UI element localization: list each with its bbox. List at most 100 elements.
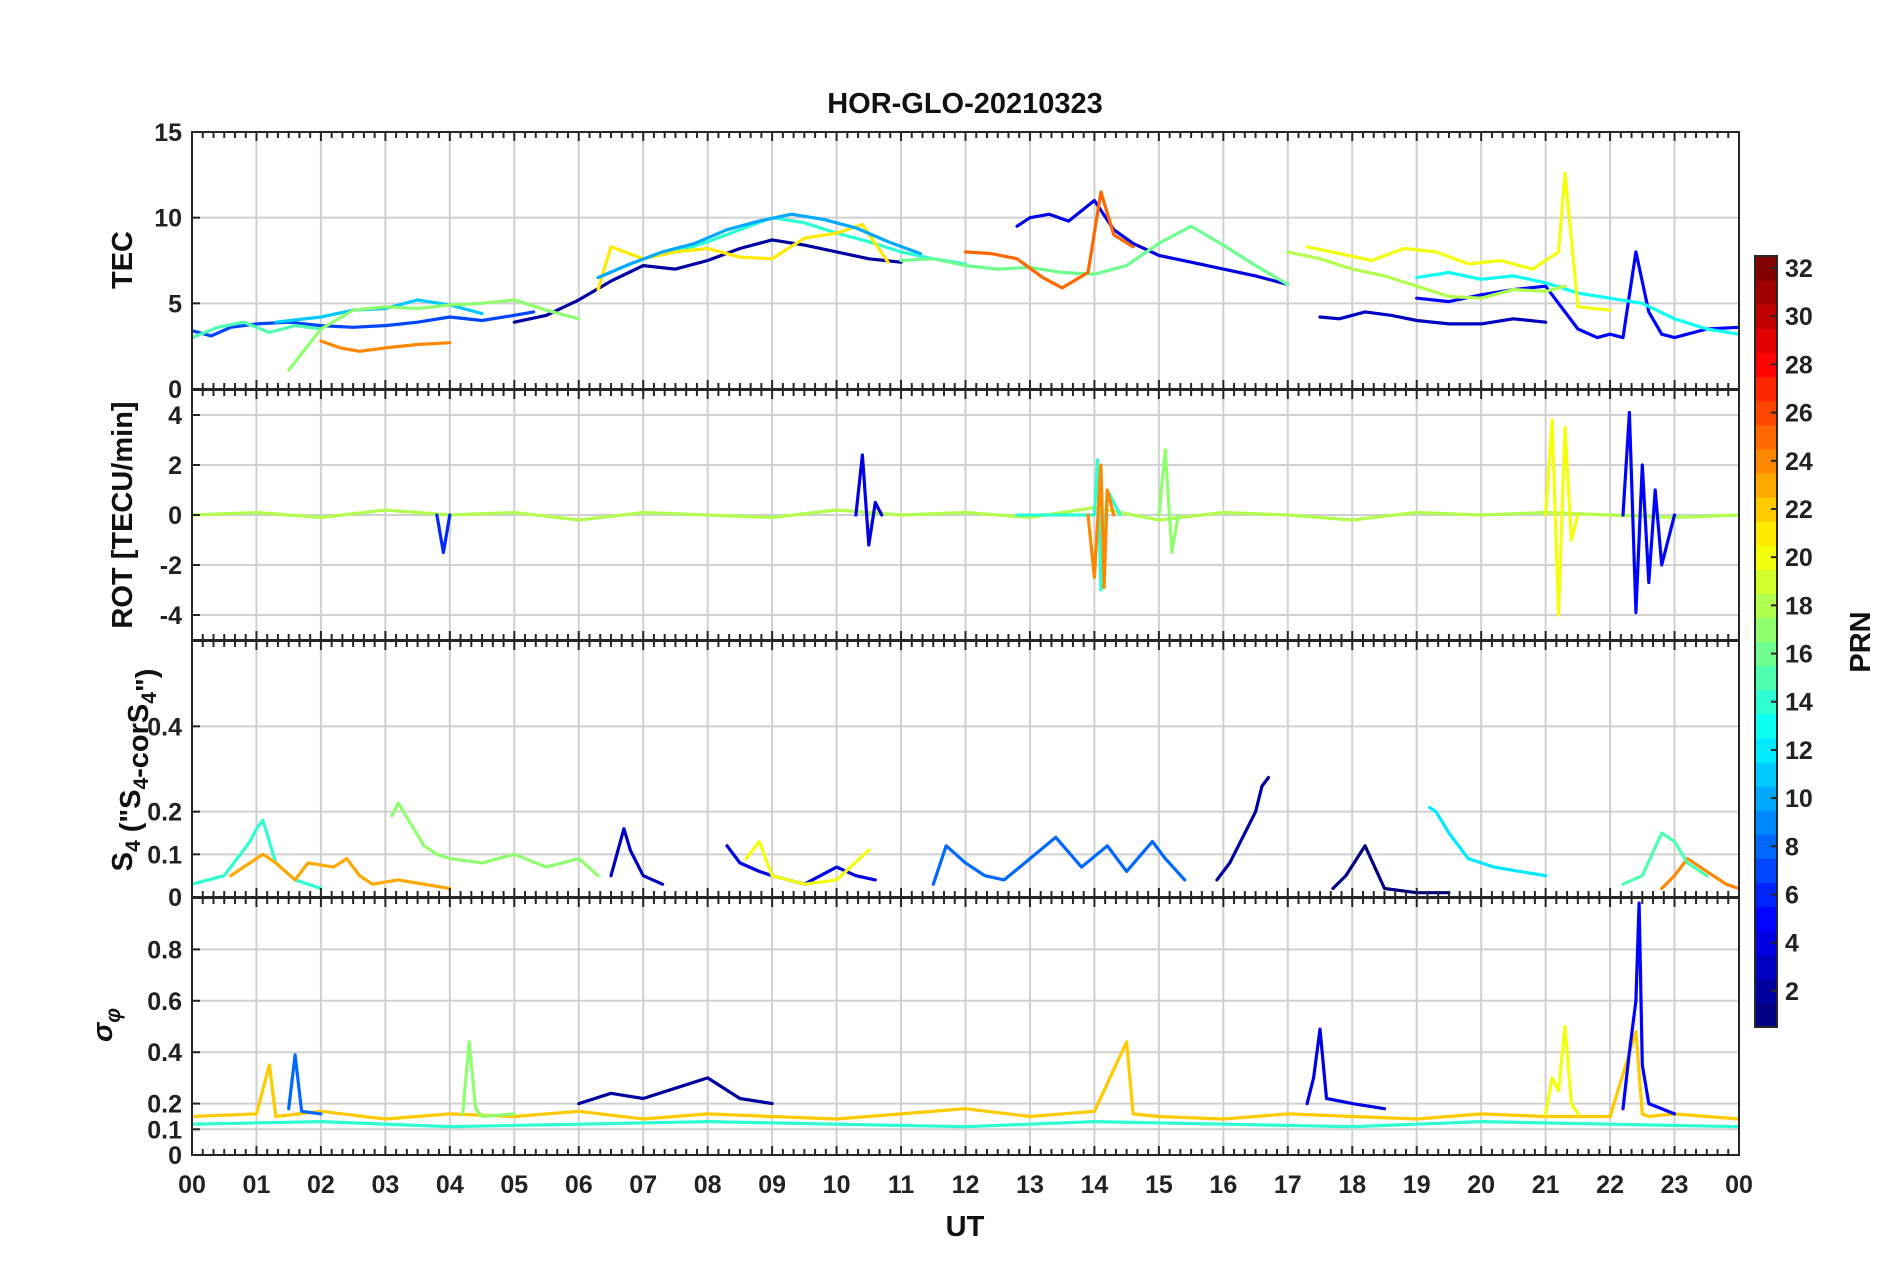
colorbar-tick-label: 24 — [1785, 448, 1813, 476]
sigma-series-prn-14 — [192, 1120, 1739, 1129]
sigma-series-prn-20 — [1544, 1024, 1580, 1116]
colorbar-band — [1755, 328, 1777, 353]
sigma-y-tick-label: 0.2 — [147, 1091, 182, 1119]
sigma-series-group — [192, 901, 1739, 1129]
tec-y-tick-label: 15 — [154, 119, 182, 147]
colorbar-band — [1755, 256, 1777, 281]
colorbar-tick-label: 12 — [1785, 737, 1813, 765]
colorbar-tick-label: 14 — [1785, 689, 1813, 717]
tec-series-prn-16 — [899, 224, 1290, 287]
tec-series-prn-24 — [319, 339, 452, 353]
colorbar-band — [1755, 641, 1777, 667]
s4-y-tick-label: 0.4 — [147, 713, 182, 741]
x-tick-label: 06 — [565, 1171, 593, 1199]
colorbar-band — [1755, 761, 1777, 787]
colorbar-band — [1755, 569, 1777, 594]
tec-y-axis-label: TEC — [107, 231, 139, 289]
tec-y-tick-label: 5 — [168, 290, 182, 318]
tec-y-tick-label: 0 — [168, 376, 182, 404]
x-tick-label: 10 — [823, 1171, 851, 1199]
panel-rot: -4 -2 0 2 4 — [160, 389, 1740, 641]
colorbar-band — [1755, 376, 1777, 402]
s4-y-tick-label: 0.1 — [147, 841, 182, 869]
x-tick-label: 19 — [1403, 1171, 1431, 1199]
colorbar-band — [1755, 665, 1777, 691]
colorbar-tick-label: 32 — [1785, 255, 1813, 283]
rot-series-prn-17 — [1157, 448, 1180, 555]
tec-series-prn-14 — [673, 216, 968, 266]
x-tick-label: 11 — [888, 1171, 915, 1199]
y-axis-labels: TEC ROT [TECU/min] S4 ("S4-corS4") σφ — [87, 231, 163, 1042]
sigma-series-prn-4 — [1305, 1027, 1387, 1111]
rot-series-prn-20 — [1544, 418, 1580, 617]
tec-series-prn-7 — [192, 310, 536, 338]
x-tick-label: 03 — [371, 1171, 399, 1199]
x-tick-label: 15 — [1145, 1171, 1173, 1199]
x-tick-label: 09 — [758, 1171, 786, 1199]
s4-series-prn-12 — [1428, 805, 1548, 878]
colorbar-band — [1755, 882, 1777, 908]
x-axis-label: UT — [946, 1211, 985, 1243]
tec-series-prn-20 — [1305, 171, 1612, 312]
colorbar-band — [1755, 280, 1777, 305]
x-tick-label: 17 — [1274, 1171, 1302, 1199]
sigma-y-tick-label: 0.8 — [147, 936, 182, 964]
panels: 051015-4-202400.10.20.400.10.20.40.60.8T… — [87, 119, 1753, 1199]
colorbar-band — [1755, 713, 1777, 739]
tec-series-group — [192, 171, 1739, 372]
x-tick-label: 21 — [1532, 1171, 1560, 1199]
sigma-y-tick-label: 0.6 — [147, 988, 182, 1016]
x-tick-label: 07 — [629, 1171, 657, 1199]
sigma-series-prn-17 — [461, 1040, 516, 1119]
rot-series-prn-5 — [1621, 410, 1677, 615]
colorbar-tick-label: 16 — [1785, 641, 1813, 669]
x-tick-label: 22 — [1596, 1171, 1624, 1199]
s4-series-prn-8 — [931, 835, 1187, 886]
colorbar-band — [1755, 954, 1777, 980]
tec-series-prn-17 — [287, 298, 581, 372]
s4-y-axis-label: S4 ("S4-corS4") — [107, 669, 163, 872]
x-tick-label: 12 — [952, 1171, 980, 1199]
x-tick-label: 08 — [694, 1171, 722, 1199]
rot-y-tick-label: 0 — [168, 502, 182, 530]
rot-series-group — [192, 410, 1739, 617]
x-tick-label: 20 — [1467, 1171, 1495, 1199]
colorbar-band — [1755, 858, 1777, 884]
x-tick-label: 00 — [1725, 1171, 1753, 1199]
colorbar-band — [1755, 424, 1777, 450]
x-tick-label: 16 — [1209, 1171, 1237, 1199]
s4-series-prn-3 — [609, 827, 665, 886]
tec-series-prn-18 — [1286, 250, 1567, 300]
s4-series-prn-15 — [1621, 831, 1709, 886]
colorbar-band — [1755, 448, 1777, 474]
colorbar-band — [1755, 593, 1777, 618]
colorbar-band — [1755, 810, 1777, 835]
colorbar-band — [1755, 496, 1777, 522]
colorbar-band — [1755, 352, 1777, 378]
s4-series-prn-17 — [390, 801, 600, 878]
colorbar-band — [1755, 786, 1777, 811]
panel-sigma: 00.10.2 0.4 0.6 0.8 — [147, 897, 1740, 1170]
rot-y-tick-label: -4 — [160, 602, 182, 630]
s4-series-prn-2 — [1215, 775, 1271, 882]
s4-series-prn-24 — [1660, 857, 1739, 891]
tec-series-prn-21 — [596, 222, 890, 292]
colorbar-band — [1755, 737, 1777, 763]
colorbar-label: PRN — [1845, 611, 1877, 672]
s4-series-prn-20 — [744, 839, 871, 886]
sigma-y-tick-label: 0.1 — [147, 1116, 182, 1144]
x-tick-labels: 00 01 02 03 04 05 06 07 08 09 10 11 12 13 14 15 16 17 18 19… — [178, 1171, 1753, 1199]
tec-series-prn-2 — [512, 238, 903, 324]
colorbar-band — [1755, 304, 1777, 329]
sigma-series-prn-8 — [287, 1053, 323, 1116]
x-tick-label: 13 — [1016, 1171, 1044, 1199]
rot-series-prn-6 — [435, 513, 452, 555]
panel-tec: 0 5 10 15 — [154, 119, 1740, 404]
tec-series-prn-15 — [192, 320, 323, 340]
colorbar-tick-label: 10 — [1785, 785, 1813, 813]
tec-series-prn-5 — [1415, 250, 1739, 340]
rot-series-prn-24 — [1086, 463, 1116, 590]
rot-y-tick-label: 2 — [168, 452, 182, 480]
